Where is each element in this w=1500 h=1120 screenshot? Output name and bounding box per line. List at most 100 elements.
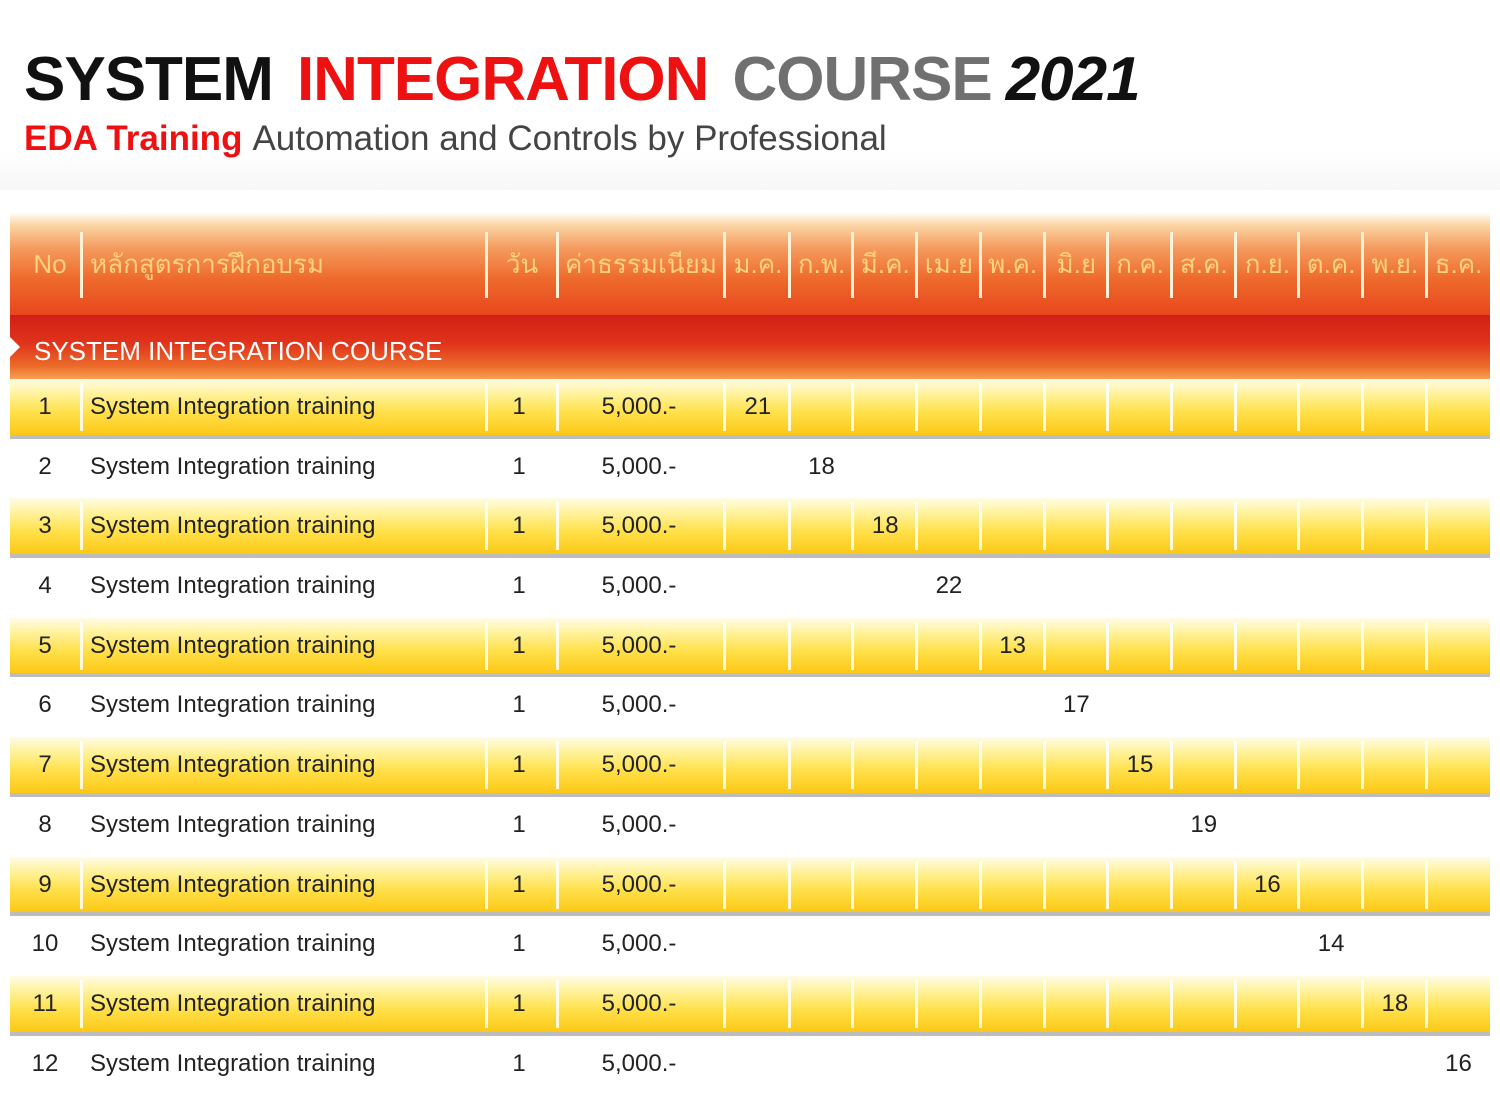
cell-divider — [556, 860, 559, 909]
row-number: 11 — [32, 989, 58, 1017]
section-title: SYSTEM INTEGRATION COURSE — [34, 336, 443, 366]
cell-divider — [787, 502, 791, 551]
header-month: ก.พ. — [797, 249, 846, 279]
cell-divider — [485, 621, 488, 670]
table-row: 9 System Integration training 1 5,000.- 16 — [10, 856, 1490, 917]
header-divider — [1042, 232, 1046, 298]
cell-divider — [1297, 741, 1301, 790]
row-days: 1 — [512, 810, 526, 838]
cell-divider — [1169, 979, 1173, 1028]
header-month: พ.ค. — [988, 249, 1038, 279]
row-fee: 5,000.- — [601, 452, 677, 480]
header-month: ก.ย. — [1244, 249, 1291, 279]
row-fee: 5,000.- — [601, 989, 677, 1017]
table-body: 1 System Integration training 1 5,000.- 21 2 S… — [10, 379, 1490, 1096]
section-row: SYSTEM INTEGRATION COURSE — [8, 315, 1490, 379]
row-number: 8 — [38, 810, 52, 838]
cell-divider — [787, 383, 791, 431]
row-date: 14 — [1317, 930, 1345, 958]
title-part-system: SYSTEM — [24, 45, 274, 114]
row-date: 22 — [935, 572, 963, 600]
cell-divider — [1297, 383, 1301, 431]
header-month: ต.ค. — [1306, 249, 1356, 279]
cell-divider — [978, 979, 982, 1028]
row-days: 1 — [512, 691, 526, 719]
row-date: 17 — [1062, 691, 1090, 719]
header-divider — [1169, 232, 1173, 298]
cell-divider — [851, 621, 855, 670]
cell-divider — [1169, 502, 1173, 551]
table-row: 7 System Integration training 1 5,000.- 15 — [10, 737, 1490, 797]
cell-divider — [1424, 502, 1428, 551]
cell-divider — [978, 860, 982, 909]
header-month: พ.ย. — [1371, 249, 1419, 279]
page-title: SYSTEM INTEGRATION COURSE 2021 — [24, 44, 1141, 116]
row-date: 16 — [1254, 870, 1281, 898]
row-fee: 5,000.- — [601, 691, 677, 719]
header-divider — [787, 232, 791, 298]
header-month: มิ.ย — [1056, 249, 1097, 279]
cell-divider — [723, 860, 726, 909]
table-row: 3 System Integration training 1 5,000.- 18 — [10, 498, 1490, 559]
table-row: 11 System Integration training 1 5,000.- 18 — [10, 975, 1490, 1036]
cell-divider — [80, 741, 83, 790]
cell-divider — [1297, 621, 1301, 670]
cell-divider — [723, 502, 726, 551]
cell-divider — [80, 860, 83, 909]
table-row: 8 System Integration training 1 5,000.- 19 — [10, 796, 1490, 857]
row-number: 3 — [38, 512, 52, 540]
row-fee: 5,000.- — [601, 751, 677, 779]
cell-divider — [80, 979, 83, 1028]
cell-divider — [1106, 741, 1110, 790]
page-subtitle: EDA Training Automation and Controls by P… — [24, 118, 887, 160]
row-course-name: System Integration training — [90, 1049, 376, 1077]
cell-divider — [1297, 860, 1301, 909]
subtitle-text: Automation and Controls by Professional — [252, 119, 887, 158]
row-days: 1 — [512, 870, 526, 898]
cell-divider — [915, 621, 919, 670]
cell-divider — [1233, 383, 1237, 431]
header-divider — [1106, 232, 1110, 298]
row-number: 9 — [38, 870, 52, 898]
header-month: ม.ค. — [733, 249, 783, 279]
row-days: 1 — [512, 452, 526, 480]
row-date: 21 — [744, 393, 772, 420]
cell-divider — [978, 502, 982, 551]
row-days: 1 — [512, 512, 526, 540]
section-arrow-icon — [8, 335, 20, 359]
row-course-name: System Integration training — [90, 512, 376, 540]
header-course: หลักสูตรการฝึกอบรม — [90, 249, 325, 279]
header-divider — [1233, 232, 1237, 298]
cell-divider — [978, 383, 982, 431]
cell-divider — [1233, 979, 1237, 1028]
cell-divider — [851, 383, 855, 431]
row-days: 1 — [512, 930, 526, 958]
header-divider — [851, 232, 855, 298]
cell-divider — [723, 979, 726, 1028]
row-date: 16 — [1445, 1049, 1472, 1077]
cell-divider — [978, 621, 982, 670]
cell-divider — [1106, 860, 1110, 909]
row-date: 19 — [1190, 810, 1218, 838]
row-course-name: System Integration training — [90, 989, 376, 1017]
cell-divider — [1361, 979, 1364, 1028]
row-days: 1 — [512, 631, 526, 659]
cell-divider — [1361, 502, 1364, 551]
row-course-name: System Integration training — [90, 452, 376, 480]
row-number: 10 — [31, 930, 59, 958]
cell-divider — [723, 383, 726, 431]
table-row: 12 System Integration training 1 5,000.- 16 — [10, 1035, 1490, 1096]
header-divider — [723, 232, 726, 298]
row-fee: 5,000.- — [601, 810, 677, 838]
cell-divider — [851, 860, 855, 909]
row-days: 1 — [512, 751, 526, 779]
title-part-integration: INTEGRATION — [296, 45, 709, 114]
table-row: 10 System Integration training 1 5,000.- 14 — [10, 916, 1490, 976]
cell-divider — [1106, 383, 1110, 431]
row-date: 15 — [1126, 751, 1154, 779]
cell-divider — [1233, 860, 1237, 909]
row-number: 4 — [38, 572, 52, 600]
row-course-name: System Integration training — [90, 751, 376, 779]
header-divider — [915, 232, 919, 298]
row-course-name: System Integration training — [90, 393, 376, 420]
